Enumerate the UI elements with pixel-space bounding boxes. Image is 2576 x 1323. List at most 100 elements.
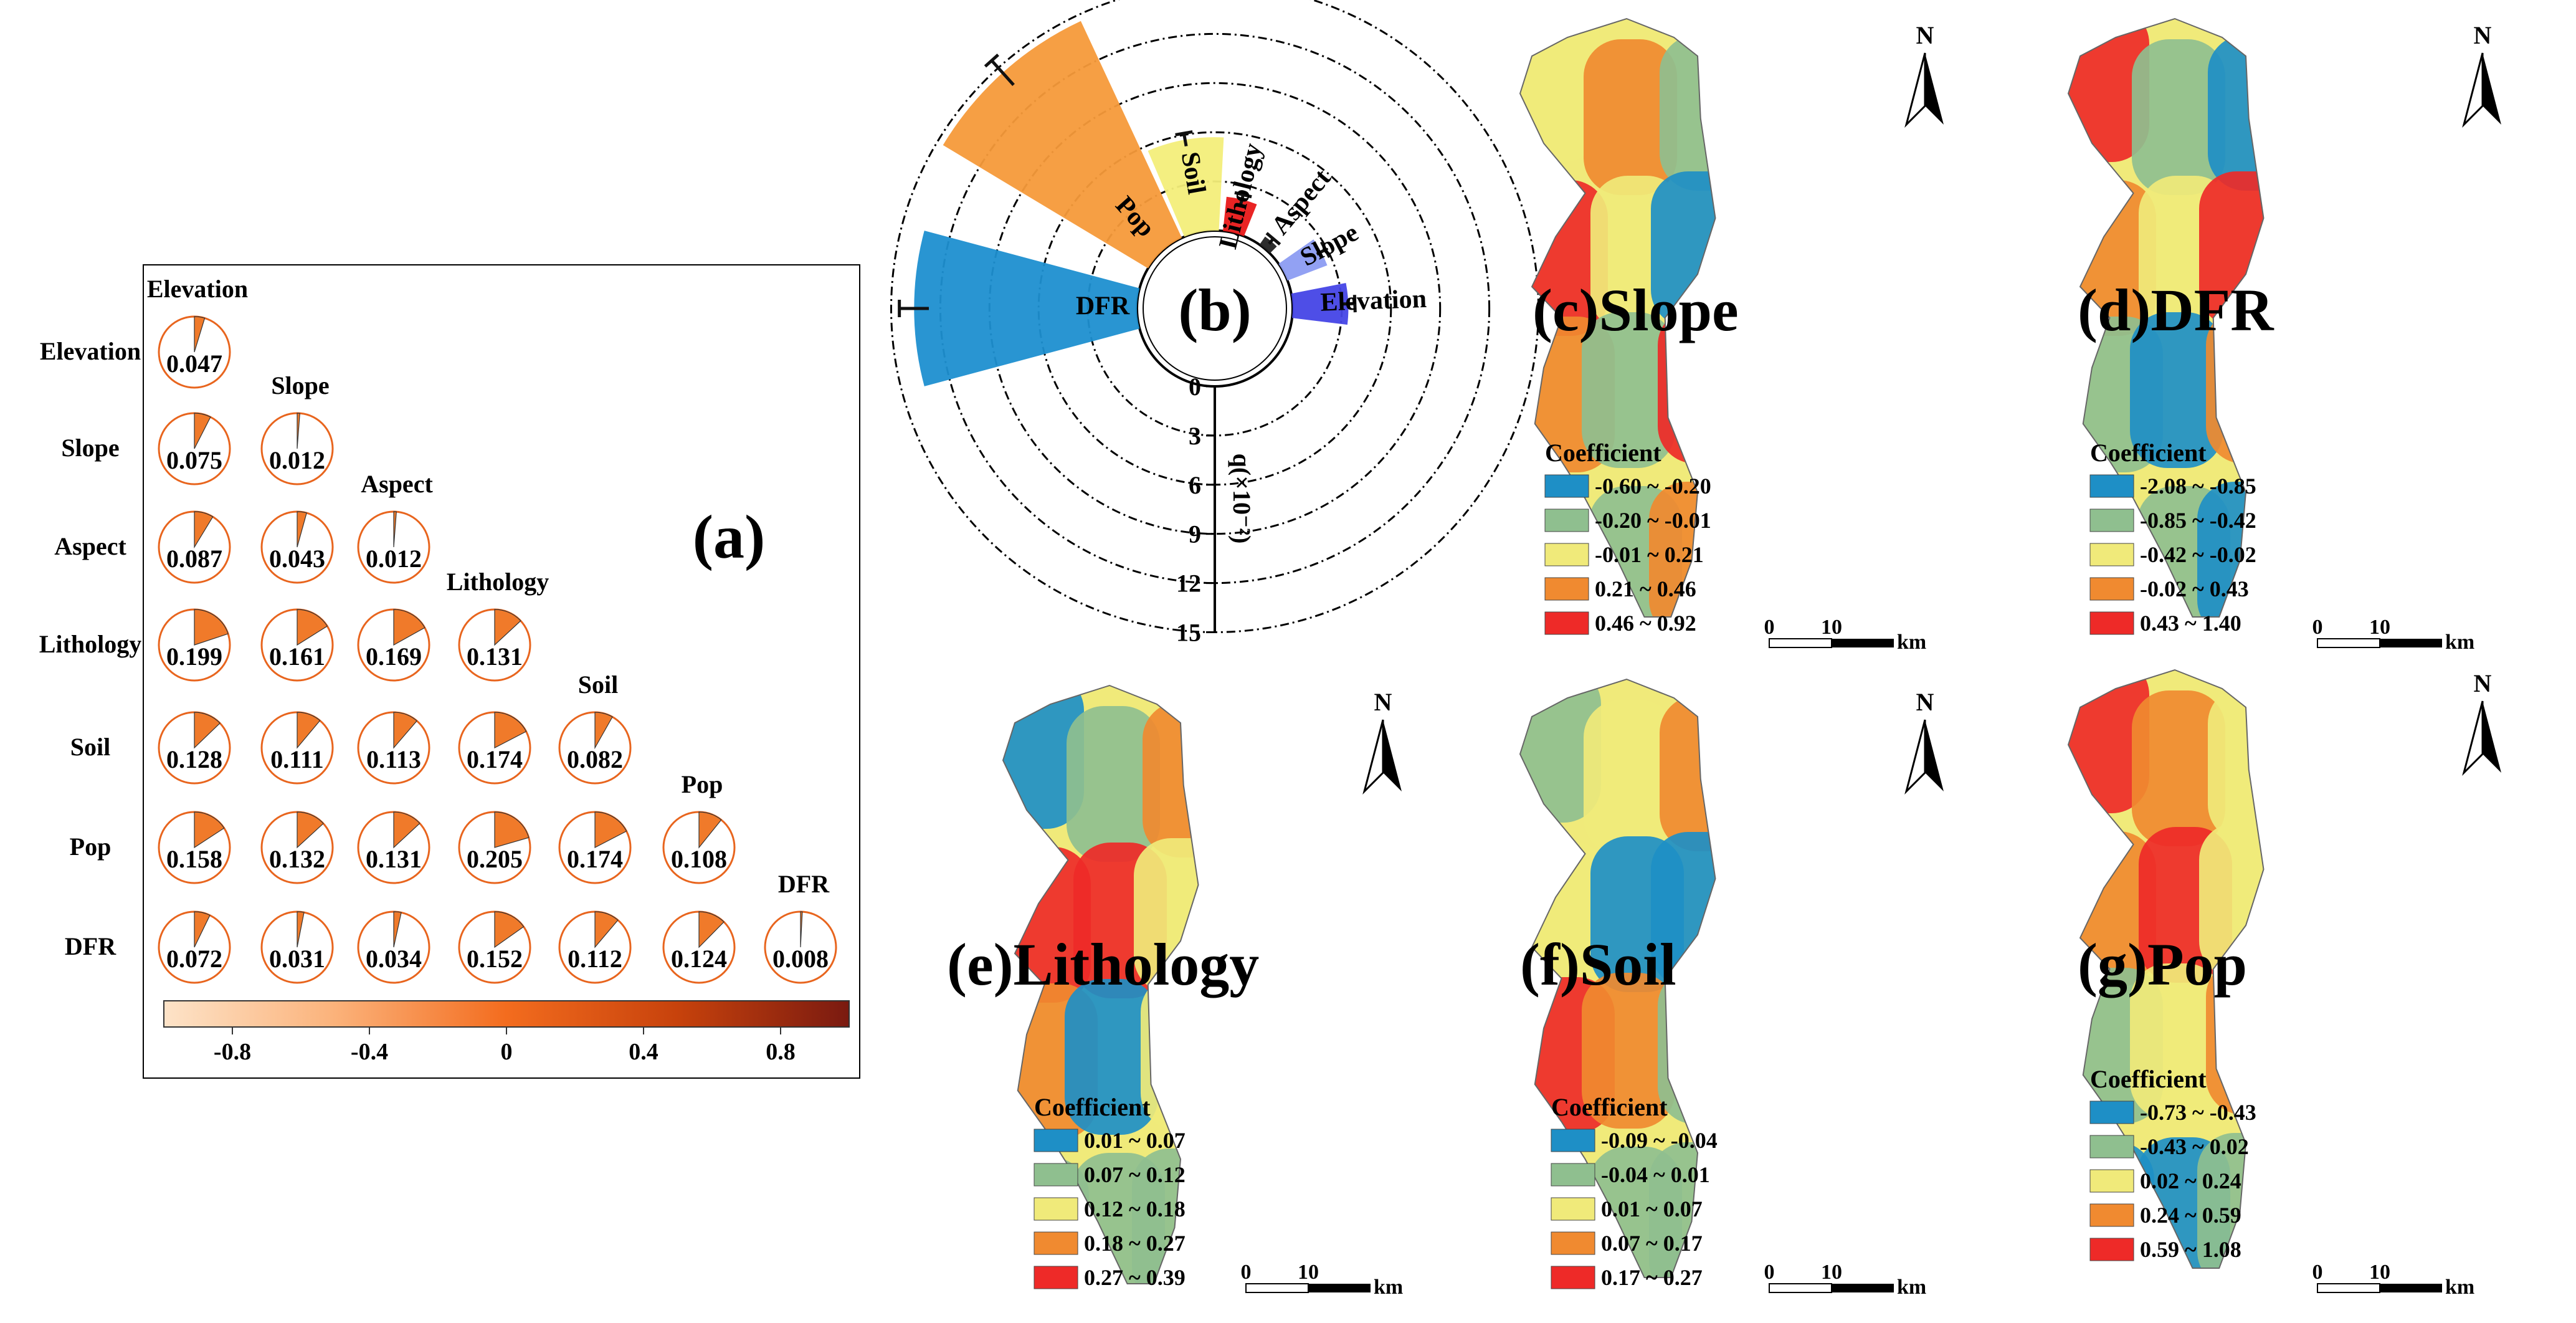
pie-wedge — [297, 811, 324, 849]
scale-start: 0 — [2312, 1261, 2323, 1284]
map-region — [1141, 975, 1199, 1130]
pie-wedge — [494, 609, 521, 646]
legend-swatch — [1551, 1266, 1595, 1289]
rose-axis-label: q(×10⁻²) — [1228, 454, 1256, 544]
rose-bar-pop — [943, 21, 1182, 269]
rose-axis-tick-label: 12 — [1176, 570, 1201, 598]
panel-a-label: (a) — [693, 502, 766, 571]
legend-swatch — [1544, 474, 1589, 498]
scale-end: 10 — [1821, 1261, 1842, 1284]
scale-start: 0 — [2312, 616, 2323, 639]
rose-errorbar-cap — [1352, 295, 1357, 313]
pie-value: 0.113 — [366, 745, 421, 773]
legend-swatch — [1034, 1197, 1078, 1221]
pie-wedge — [393, 911, 402, 948]
legend-class-label: 0.46 ~ 0.92 — [1595, 611, 1696, 636]
legend-swatch — [2089, 1101, 2134, 1124]
legend-class-label: -0.60 ~ -0.20 — [1595, 474, 1711, 499]
pie-value: 0.012 — [269, 446, 325, 474]
legend-class-label: -0.20 ~ -0.01 — [1595, 508, 1711, 533]
pie-wedge — [594, 811, 627, 848]
colorbar — [163, 1000, 850, 1028]
pie-value: 0.174 — [567, 845, 623, 873]
scale-end: 10 — [2369, 616, 2390, 639]
legend-swatch — [1544, 509, 1589, 532]
diag-label-soil: Soil — [578, 671, 618, 699]
row-label-elevation: Elevation — [40, 337, 141, 365]
north-arrow-icon — [1925, 720, 1944, 791]
pie-value: 0.008 — [772, 945, 829, 973]
map-region — [2132, 39, 2225, 195]
scale-bar-white — [2317, 638, 2380, 648]
rose-bar-dfr — [914, 231, 1140, 386]
pie-value: 0.087 — [166, 545, 222, 573]
legend-class-label: 0.18 ~ 0.27 — [1084, 1231, 1186, 1256]
rose-axis-tick-label: 6 — [1189, 471, 1201, 499]
pie-value: 0.047 — [166, 350, 222, 378]
scale-start: 0 — [1764, 616, 1775, 639]
legend-swatch — [1544, 611, 1589, 635]
rose-errorbar — [990, 59, 1015, 86]
map-region — [1584, 700, 1677, 856]
rose-bar-aspect — [1259, 236, 1277, 254]
legend-class-label: -2.08 ~ -0.85 — [2140, 474, 2256, 499]
map-region — [2199, 171, 2264, 327]
scale-end: 10 — [1821, 616, 1842, 639]
map-title: (d)DFR — [2078, 277, 2274, 343]
map-region — [1582, 312, 1675, 468]
rose-bar-elevation — [1291, 283, 1349, 325]
row-label-soil: Soil — [70, 733, 110, 761]
colorbar-tick-label: 0.8 — [766, 1039, 796, 1065]
pie-wedge — [297, 413, 300, 449]
scale-end: 10 — [2369, 1261, 2390, 1284]
legend-class-label: 0.07 ~ 0.17 — [1601, 1231, 1703, 1256]
pie-wedge — [194, 911, 211, 948]
pie-value: 0.205 — [467, 845, 523, 873]
map-outline — [2067, 669, 2265, 1269]
scale-bar-black — [1832, 1284, 1894, 1292]
pie-wedge — [393, 609, 425, 646]
pie-value: 0.169 — [366, 642, 422, 671]
north-arrow-icon — [1362, 719, 1384, 795]
diag-label-lithology: Lithology — [447, 568, 549, 596]
north-arrow-icon — [2462, 700, 2484, 776]
north-letter: N — [2474, 669, 2492, 697]
pie-wedge — [800, 911, 803, 948]
pie-wedge — [194, 609, 229, 646]
panel-b-label: (b) — [1178, 277, 1251, 343]
pie-wedge — [297, 511, 307, 548]
panel-a-frame — [143, 264, 860, 1079]
map-region — [1065, 979, 1158, 1135]
coefficient-maps: (c)Slope Coefficient -0.60 ~ -0.20 -0.20 ~ … — [947, 17, 2501, 1299]
row-label-aspect: Aspect — [54, 532, 126, 560]
legend-class-label: -0.43 ~ 0.02 — [2140, 1134, 2249, 1159]
legend-swatch — [1034, 1163, 1078, 1187]
legend-swatch — [2089, 543, 2134, 566]
pie-value: 0.043 — [269, 545, 325, 573]
legend-swatch — [2089, 509, 2134, 532]
map-g-pop: (g)Pop Coefficient -0.73 ~ -0.43 -0.43 ~ 0.… — [2067, 669, 2501, 1299]
legend-class-label: 0.24 ~ 0.59 — [2140, 1203, 2241, 1228]
map-title: (c)Slope — [1533, 277, 1739, 343]
colorbar-tick-label: 0.4 — [629, 1039, 658, 1065]
legend-class-label: -0.04 ~ 0.01 — [1601, 1162, 1710, 1187]
rose-errorbar-cap — [984, 53, 999, 68]
rose-label-aspect: Aspect — [1266, 164, 1336, 241]
map-d-dfr: (d)DFR Coefficient -2.08 ~ -0.85 -0.85 ~ -0… — [2067, 17, 2501, 654]
scale-bar-white — [1769, 638, 1832, 648]
legend-class-label: 0.21 ~ 0.46 — [1595, 576, 1696, 601]
rose-bar-lithology — [1223, 196, 1257, 237]
scale-bar-black — [2380, 639, 2442, 647]
diag-label-aspect: Aspect — [361, 470, 433, 498]
pie-value: 0.075 — [166, 446, 222, 474]
rose-errorbar-cap — [1234, 191, 1252, 199]
rose-hub-inner — [1143, 236, 1287, 381]
legend-swatch — [1544, 543, 1589, 566]
legend-class-label: 0.07 ~ 0.12 — [1084, 1162, 1186, 1187]
pie-value: 0.131 — [366, 845, 422, 873]
legend-title: Coefficient — [1551, 1093, 1668, 1121]
north-arrow-icon — [1904, 719, 1926, 795]
rose-axis-tick-label: 15 — [1176, 619, 1201, 647]
scale-end: 10 — [1298, 1261, 1319, 1284]
